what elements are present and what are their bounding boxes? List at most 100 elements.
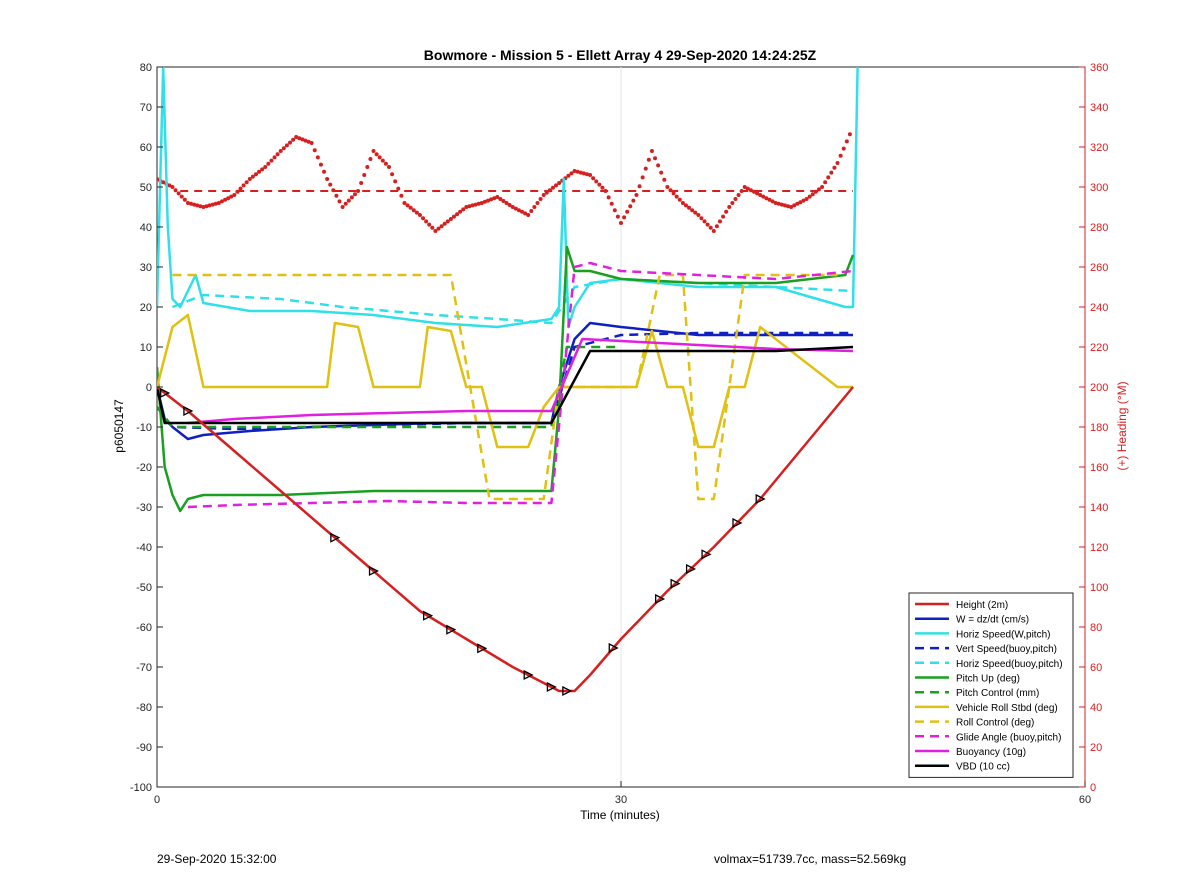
heading-point	[315, 155, 320, 160]
heading-point	[699, 216, 704, 221]
y-tick-label: -80	[136, 702, 152, 714]
heading-point	[253, 172, 258, 177]
heading-point	[281, 146, 286, 151]
heading-point	[430, 225, 435, 230]
heading-point	[829, 170, 834, 175]
heading-point	[325, 177, 330, 181]
heading-point	[628, 204, 633, 209]
heading-point	[322, 169, 327, 174]
heading-point	[207, 203, 212, 208]
heading-point	[547, 188, 552, 193]
y-tick-label: 70	[140, 102, 152, 114]
height-marker	[670, 578, 681, 589]
heading-point	[473, 202, 478, 207]
heading-point	[451, 214, 456, 219]
heading-point	[272, 155, 277, 160]
heading-point	[835, 161, 840, 165]
heading-point	[603, 189, 608, 193]
series-line-0	[157, 386, 854, 693]
heading-point	[619, 221, 623, 225]
y2-tick-label: 180	[1090, 422, 1108, 434]
heading-point	[770, 199, 775, 204]
y-tick-label: -60	[136, 622, 152, 634]
heading-point	[461, 207, 466, 212]
y2-tick-label: 340	[1090, 102, 1108, 114]
heading-point	[532, 205, 537, 209]
heading-point	[541, 193, 546, 197]
heading-point	[427, 222, 432, 227]
heading-point	[241, 183, 246, 188]
heading-point	[554, 183, 559, 188]
heading-point	[458, 209, 463, 214]
heading-point	[507, 203, 512, 207]
heading-point	[807, 194, 812, 199]
y2-tick-label: 100	[1090, 582, 1108, 594]
heading-point	[424, 219, 429, 224]
heading-point	[535, 201, 540, 205]
y-tick-label: 60	[140, 142, 152, 154]
heading-point	[201, 205, 206, 209]
y-tick-label: -30	[136, 502, 152, 514]
height-marker	[160, 387, 171, 399]
heading-point	[470, 203, 475, 208]
heading-point	[795, 201, 800, 206]
heading-point	[417, 213, 422, 217]
heading-point	[591, 176, 596, 181]
heading-point	[498, 197, 503, 201]
height-marker	[330, 532, 341, 543]
heading-point	[346, 198, 351, 203]
heading-point	[232, 193, 237, 197]
heading-point	[334, 193, 339, 198]
heading-point	[513, 206, 518, 211]
heading-point	[798, 200, 803, 205]
heading-point	[693, 210, 698, 215]
heading-point	[195, 203, 200, 208]
height-marker	[562, 685, 573, 697]
x-axis-label: Time (minutes)	[580, 808, 660, 822]
legend-box	[908, 592, 1074, 778]
heading-point	[526, 213, 531, 217]
heading-point	[291, 137, 296, 142]
heading-point	[390, 172, 395, 177]
heading-point	[161, 180, 166, 185]
y2-axis-label: (+) Heading (°M)	[1115, 381, 1129, 470]
y-tick-label: 30	[140, 262, 152, 274]
heading-point	[584, 172, 589, 177]
heading-point	[176, 191, 181, 196]
heading-point	[557, 181, 562, 185]
heading-point	[714, 224, 719, 229]
heading-point	[643, 166, 648, 171]
height-marker	[755, 493, 766, 505]
heading-point	[365, 165, 370, 169]
heading-point	[566, 173, 571, 178]
heading-point	[711, 229, 716, 233]
heading-point	[668, 188, 673, 193]
heading-point	[269, 158, 274, 163]
chart-title: Bowmore - Mission 5 - Ellett Array 4 29-…	[424, 47, 817, 63]
heading-point	[844, 139, 849, 144]
y2-tick-label: 260	[1090, 262, 1108, 274]
heading-point	[612, 208, 617, 213]
y-tick-label: -40	[136, 542, 152, 554]
heading-point	[309, 141, 314, 145]
legend-label: Horiz Speed(W,pitch)	[956, 629, 1050, 640]
legend: Height (2m) W = dz/dt (cm/s) Horiz Speed(W…	[908, 592, 1074, 778]
y2-tick-label: 240	[1090, 302, 1108, 314]
heading-point	[284, 143, 289, 148]
heading-point	[646, 157, 651, 162]
heading-point	[717, 219, 722, 224]
heading-point	[634, 193, 639, 197]
y2-tick-label: 320	[1090, 142, 1108, 154]
legend-label: Horiz Speed(buoy,pitch)	[956, 659, 1063, 670]
heading-point	[776, 201, 781, 206]
heading-point	[479, 201, 484, 205]
heading-point	[523, 211, 528, 216]
heading-point	[482, 199, 487, 204]
heading-point	[414, 210, 419, 215]
footer-volmax-mass: volmax=51739.7cc, mass=52.569kg	[714, 852, 907, 866]
heading-point	[680, 201, 685, 205]
heading-point	[823, 180, 828, 185]
heading-point	[609, 201, 614, 206]
legend-label: Glide Angle (buoy,pitch)	[956, 732, 1061, 743]
heading-point	[300, 137, 305, 142]
